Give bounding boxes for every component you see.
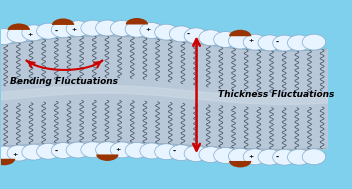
Text: +: + (115, 147, 121, 152)
Ellipse shape (302, 149, 326, 165)
Ellipse shape (184, 28, 208, 44)
Ellipse shape (51, 22, 75, 38)
Text: +: + (145, 27, 150, 32)
Ellipse shape (228, 148, 252, 164)
Ellipse shape (66, 142, 90, 158)
Ellipse shape (7, 27, 31, 43)
Ellipse shape (125, 21, 149, 37)
Ellipse shape (140, 143, 163, 159)
Ellipse shape (155, 24, 178, 40)
Ellipse shape (258, 149, 282, 165)
Text: -: - (172, 147, 175, 156)
Text: -: - (54, 147, 57, 156)
Ellipse shape (199, 30, 222, 46)
Ellipse shape (169, 26, 193, 42)
Text: -: - (54, 27, 57, 36)
Text: -: - (276, 38, 279, 47)
Ellipse shape (169, 145, 193, 161)
Text: +: + (249, 39, 254, 43)
Text: +: + (249, 154, 254, 159)
Ellipse shape (111, 142, 134, 158)
Ellipse shape (22, 144, 45, 160)
Ellipse shape (81, 20, 104, 36)
Ellipse shape (273, 149, 296, 165)
Text: -: - (187, 29, 190, 38)
Ellipse shape (111, 20, 134, 36)
Ellipse shape (258, 35, 282, 51)
Ellipse shape (0, 146, 16, 162)
Ellipse shape (140, 22, 163, 38)
Ellipse shape (288, 149, 311, 165)
Ellipse shape (184, 146, 208, 162)
Ellipse shape (51, 143, 75, 159)
Ellipse shape (66, 21, 90, 37)
Ellipse shape (199, 147, 222, 163)
Ellipse shape (0, 29, 16, 45)
Ellipse shape (243, 149, 267, 165)
Text: Thickness Fluctuations: Thickness Fluctuations (218, 90, 334, 99)
Ellipse shape (155, 144, 178, 160)
Text: +: + (12, 152, 18, 156)
Wedge shape (96, 154, 119, 161)
Text: Bending Fluctuations: Bending Fluctuations (11, 77, 118, 86)
Ellipse shape (228, 33, 252, 49)
Ellipse shape (243, 34, 267, 50)
Ellipse shape (214, 147, 237, 163)
Text: -: - (276, 153, 279, 162)
Ellipse shape (7, 145, 31, 161)
Text: +: + (71, 27, 77, 32)
Wedge shape (126, 18, 148, 25)
Wedge shape (0, 159, 15, 165)
Ellipse shape (37, 143, 60, 159)
Ellipse shape (96, 20, 119, 36)
Text: +: + (27, 32, 32, 37)
Wedge shape (229, 161, 251, 167)
Ellipse shape (96, 142, 119, 158)
Ellipse shape (22, 25, 45, 41)
Wedge shape (229, 30, 251, 36)
Ellipse shape (81, 142, 104, 158)
Ellipse shape (273, 35, 296, 51)
Ellipse shape (288, 35, 311, 51)
Ellipse shape (302, 34, 326, 50)
Ellipse shape (37, 23, 60, 39)
Ellipse shape (125, 142, 149, 158)
Wedge shape (8, 23, 30, 30)
Wedge shape (52, 19, 74, 25)
Ellipse shape (214, 32, 237, 47)
